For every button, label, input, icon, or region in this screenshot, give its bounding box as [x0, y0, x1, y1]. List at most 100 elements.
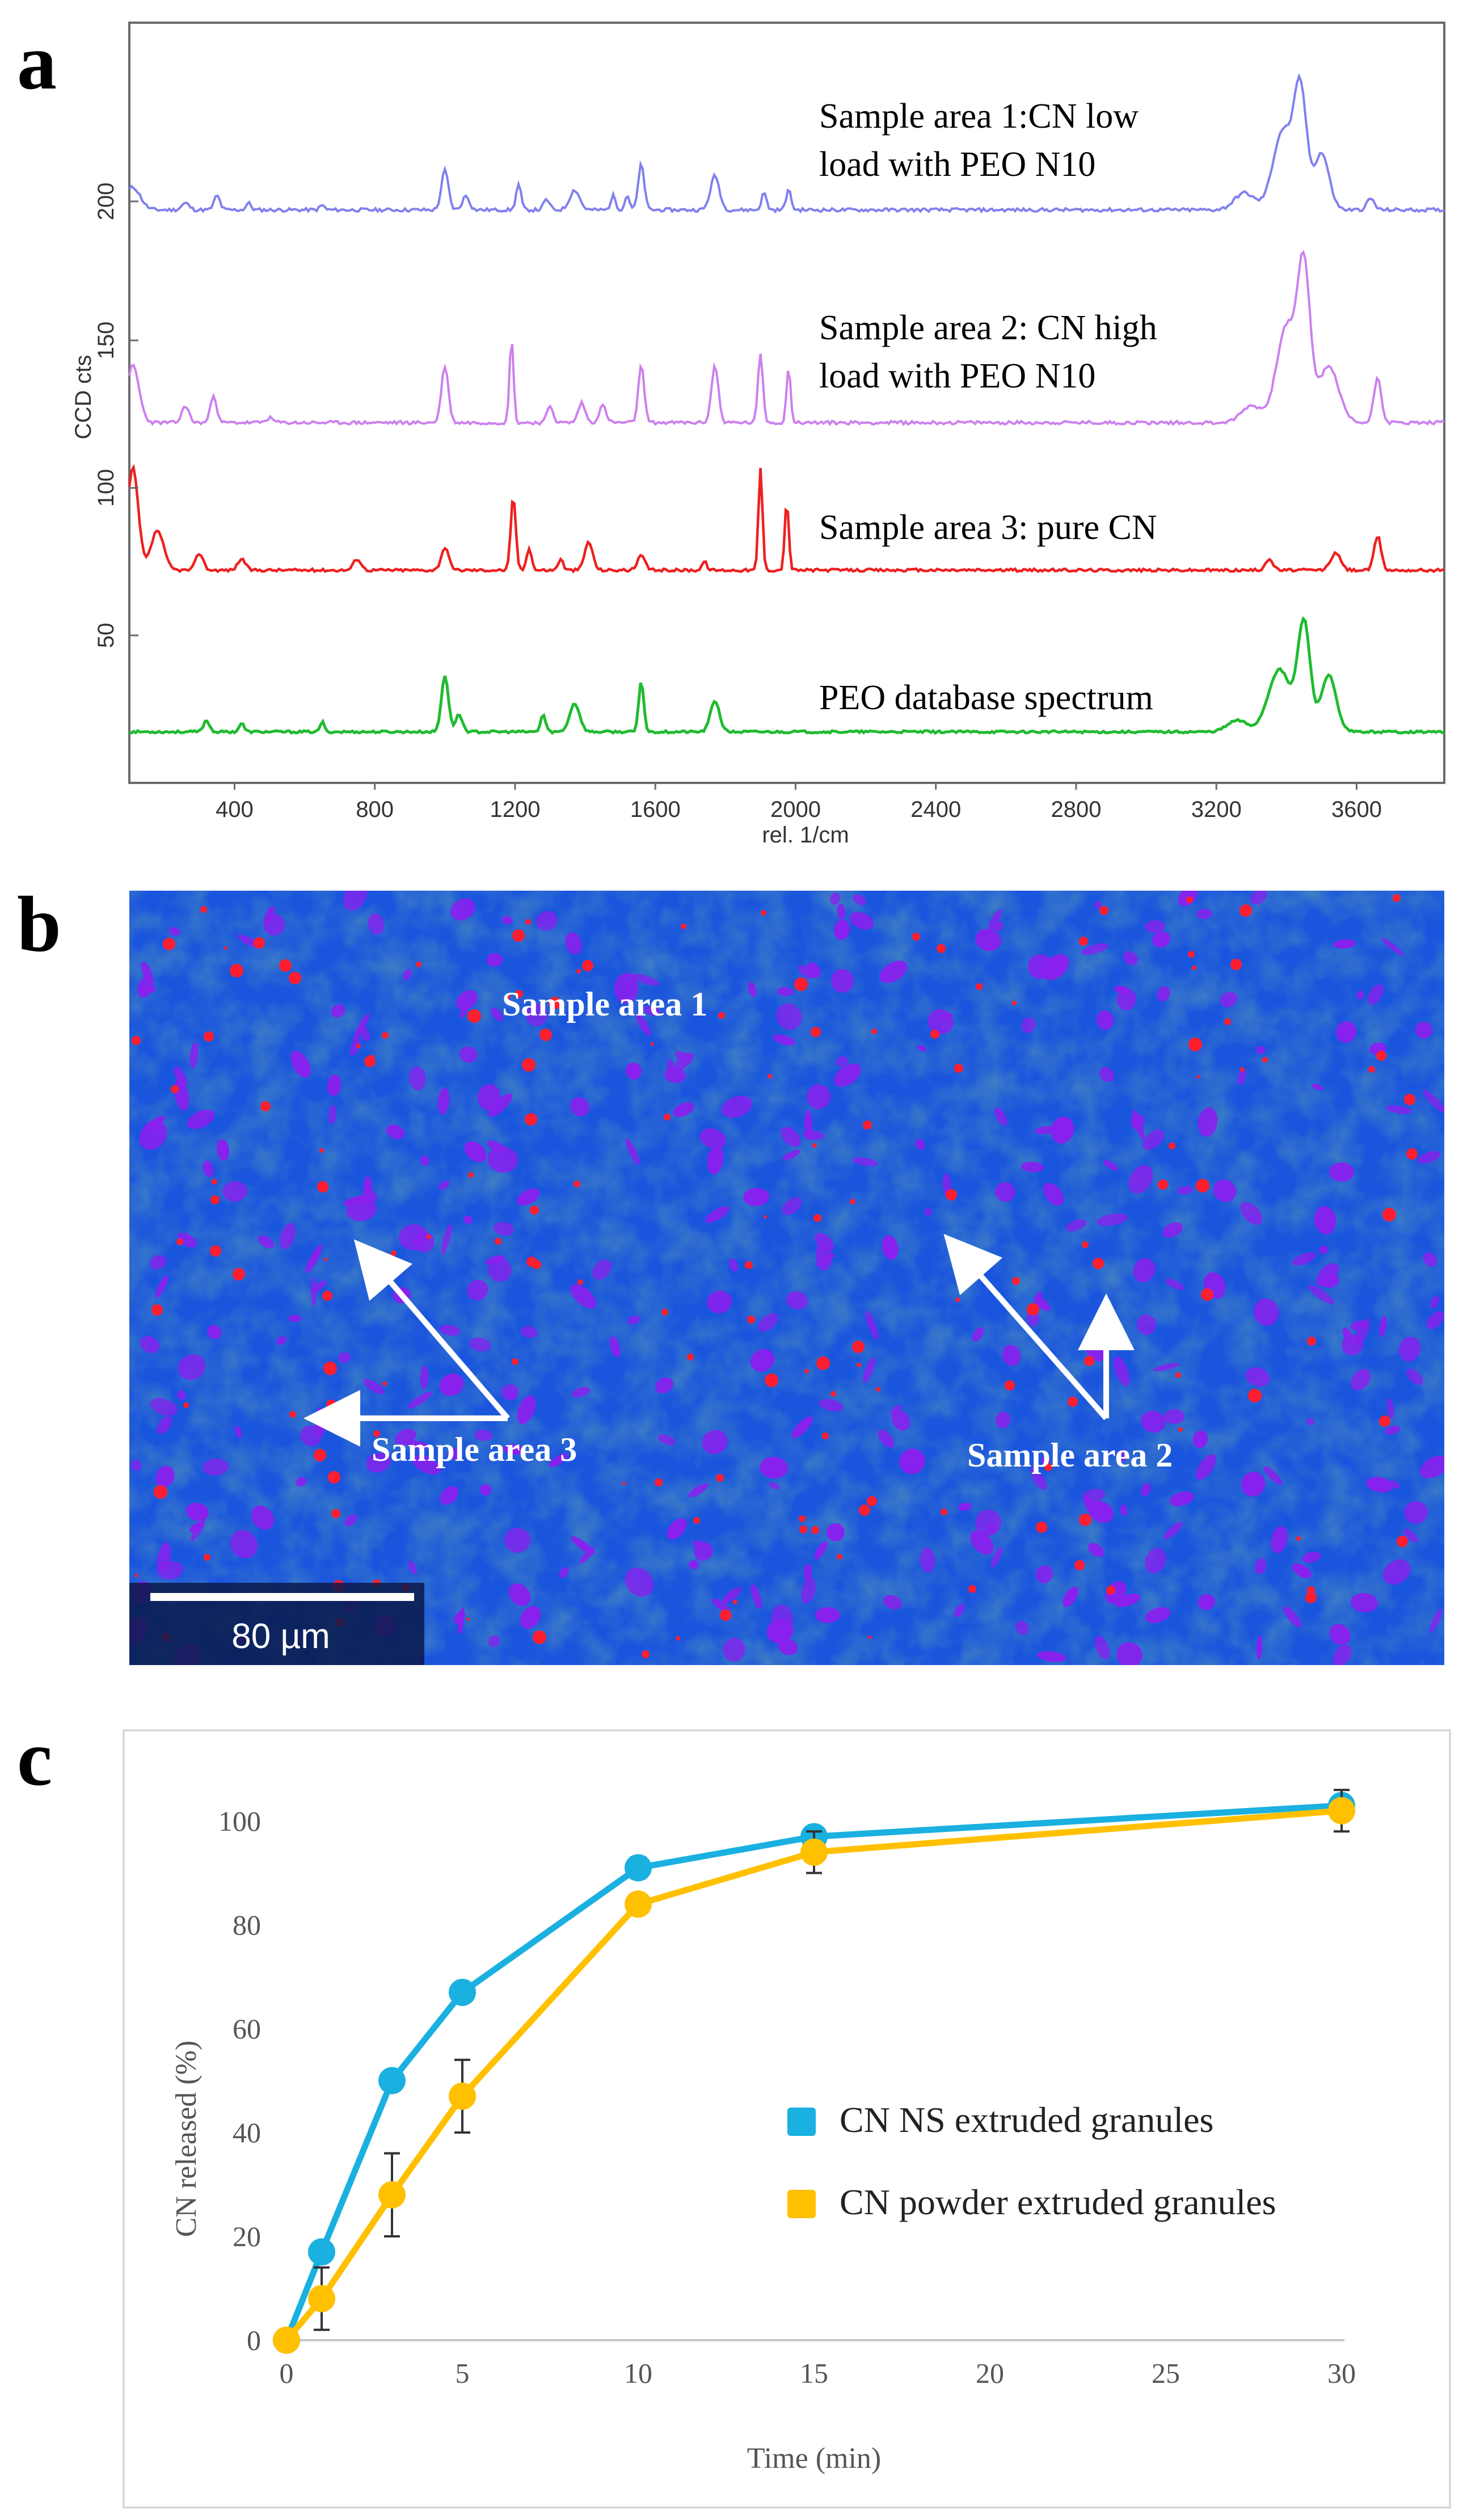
- purple-particle: [488, 1093, 513, 1117]
- red-particle: [427, 1234, 431, 1239]
- red-particle: [863, 1120, 872, 1130]
- series-line: [283, 1802, 1342, 2342]
- purple-particle: [464, 1141, 487, 1162]
- red-particle: [224, 946, 227, 950]
- purple-particle: [346, 1199, 377, 1221]
- purple-particle: [1198, 1107, 1218, 1137]
- purple-particle: [915, 1139, 925, 1150]
- purple-particle: [488, 1258, 512, 1282]
- red-particle: [946, 1189, 957, 1200]
- purple-particle: [155, 1275, 168, 1298]
- purple-particle: [927, 1009, 954, 1035]
- purple-particle: [290, 1051, 311, 1078]
- annotation-sample-area-3: Sample area 3: pure CN: [819, 508, 1157, 547]
- purple-particle: [570, 1284, 596, 1309]
- chart-x-axis-label: Time (min): [747, 2442, 881, 2475]
- red-particle: [661, 1309, 668, 1316]
- red-particle: [642, 1650, 650, 1658]
- red-particle: [183, 1402, 189, 1408]
- purple-particle: [1145, 1607, 1171, 1624]
- chart-y-tick-label: 80: [233, 1909, 261, 1941]
- red-particle: [317, 1181, 328, 1192]
- purple-particle: [412, 1455, 441, 1475]
- purple-particle: [565, 932, 582, 955]
- spectra-y-tick: 50: [94, 623, 119, 648]
- legend-swatch-ns: [787, 2108, 816, 2136]
- purple-particle: [258, 1235, 275, 1249]
- purple-particle: [1292, 1252, 1316, 1266]
- purple-particle: [1379, 1316, 1387, 1337]
- purple-particle: [413, 1231, 435, 1253]
- purple-particle: [359, 1026, 370, 1042]
- purple-particle: [1245, 1367, 1270, 1387]
- red-particle: [466, 1617, 470, 1621]
- red-particle: [204, 1554, 210, 1561]
- purple-particle: [570, 1097, 590, 1117]
- purple-particle: [1254, 1558, 1267, 1574]
- purple-particle: [995, 1182, 1015, 1202]
- purple-particle: [174, 1644, 201, 1665]
- purple-particle: [707, 1146, 724, 1174]
- red-particle: [747, 1316, 755, 1324]
- purple-particle: [803, 1130, 824, 1140]
- purple-particle: [1390, 1480, 1400, 1489]
- purple-particle: [1063, 1587, 1078, 1607]
- red-particle: [1382, 1208, 1396, 1221]
- purple-particle: [1351, 1592, 1378, 1613]
- purple-particle: [1196, 1454, 1216, 1480]
- red-particle: [574, 1181, 580, 1187]
- red-particle: [163, 938, 175, 950]
- purple-particle: [1333, 939, 1356, 949]
- purple-particle: [1350, 1320, 1368, 1330]
- purple-particle: [439, 1181, 450, 1190]
- purple-particle: [673, 1102, 694, 1118]
- red-particle: [364, 1056, 376, 1067]
- purple-particle: [920, 1548, 935, 1573]
- map-label-sample-area-2: Sample area 2: [967, 1436, 1173, 1474]
- red-particle: [319, 1148, 324, 1153]
- red-particle: [1036, 1522, 1047, 1533]
- purple-particle: [664, 1067, 686, 1084]
- purple-particle: [487, 953, 503, 967]
- purple-particle: [760, 1456, 788, 1479]
- purple-particle: [1051, 1116, 1074, 1144]
- purple-particle: [222, 1181, 247, 1202]
- purple-particle: [1263, 1466, 1283, 1485]
- purple-particle: [1386, 1105, 1412, 1114]
- red-particle: [764, 1215, 767, 1219]
- purple-particle: [667, 1059, 674, 1072]
- purple-particle: [394, 1428, 417, 1446]
- purple-particle: [343, 1195, 370, 1206]
- red-particle: [1186, 896, 1193, 903]
- red-particle: [1079, 937, 1088, 946]
- red-particle: [176, 1238, 183, 1245]
- purple-particle: [238, 934, 263, 949]
- red-particle: [745, 1261, 753, 1269]
- chart-x-tick-label: 0: [280, 2357, 294, 2389]
- purple-particle: [310, 1277, 317, 1307]
- spectra-x-tick-label: 3600: [1331, 797, 1382, 822]
- purple-particle: [1015, 1620, 1029, 1635]
- purple-particle: [722, 1638, 746, 1662]
- purple-particle: [130, 1460, 142, 1471]
- purple-particle: [995, 1411, 1011, 1428]
- purple-particle: [776, 1003, 802, 1030]
- red-particle: [799, 1526, 807, 1533]
- annotation-sample-area-2-line2: load with PEO N10: [819, 357, 1095, 395]
- purple-particle: [579, 1547, 595, 1564]
- purple-particle: [674, 1051, 688, 1060]
- data-point: [273, 2327, 300, 2354]
- panel-a-raman-spectra: CCD cts 200 150 100 50 400 800 1200 1600 200…: [71, 22, 1445, 848]
- red-particle: [716, 1474, 724, 1482]
- purple-particle: [1256, 1636, 1263, 1659]
- red-particle: [328, 1471, 340, 1484]
- purple-particle: [155, 1465, 175, 1488]
- scale-bar: [150, 1593, 414, 1601]
- purple-particle: [1083, 1495, 1099, 1519]
- purple-particle: [1177, 1186, 1193, 1195]
- purple-particle: [1114, 1594, 1141, 1607]
- red-particle: [1099, 906, 1108, 915]
- purple-particle: [353, 1013, 370, 1040]
- purple-particle: [191, 1519, 205, 1541]
- purple-particle: [280, 1223, 296, 1250]
